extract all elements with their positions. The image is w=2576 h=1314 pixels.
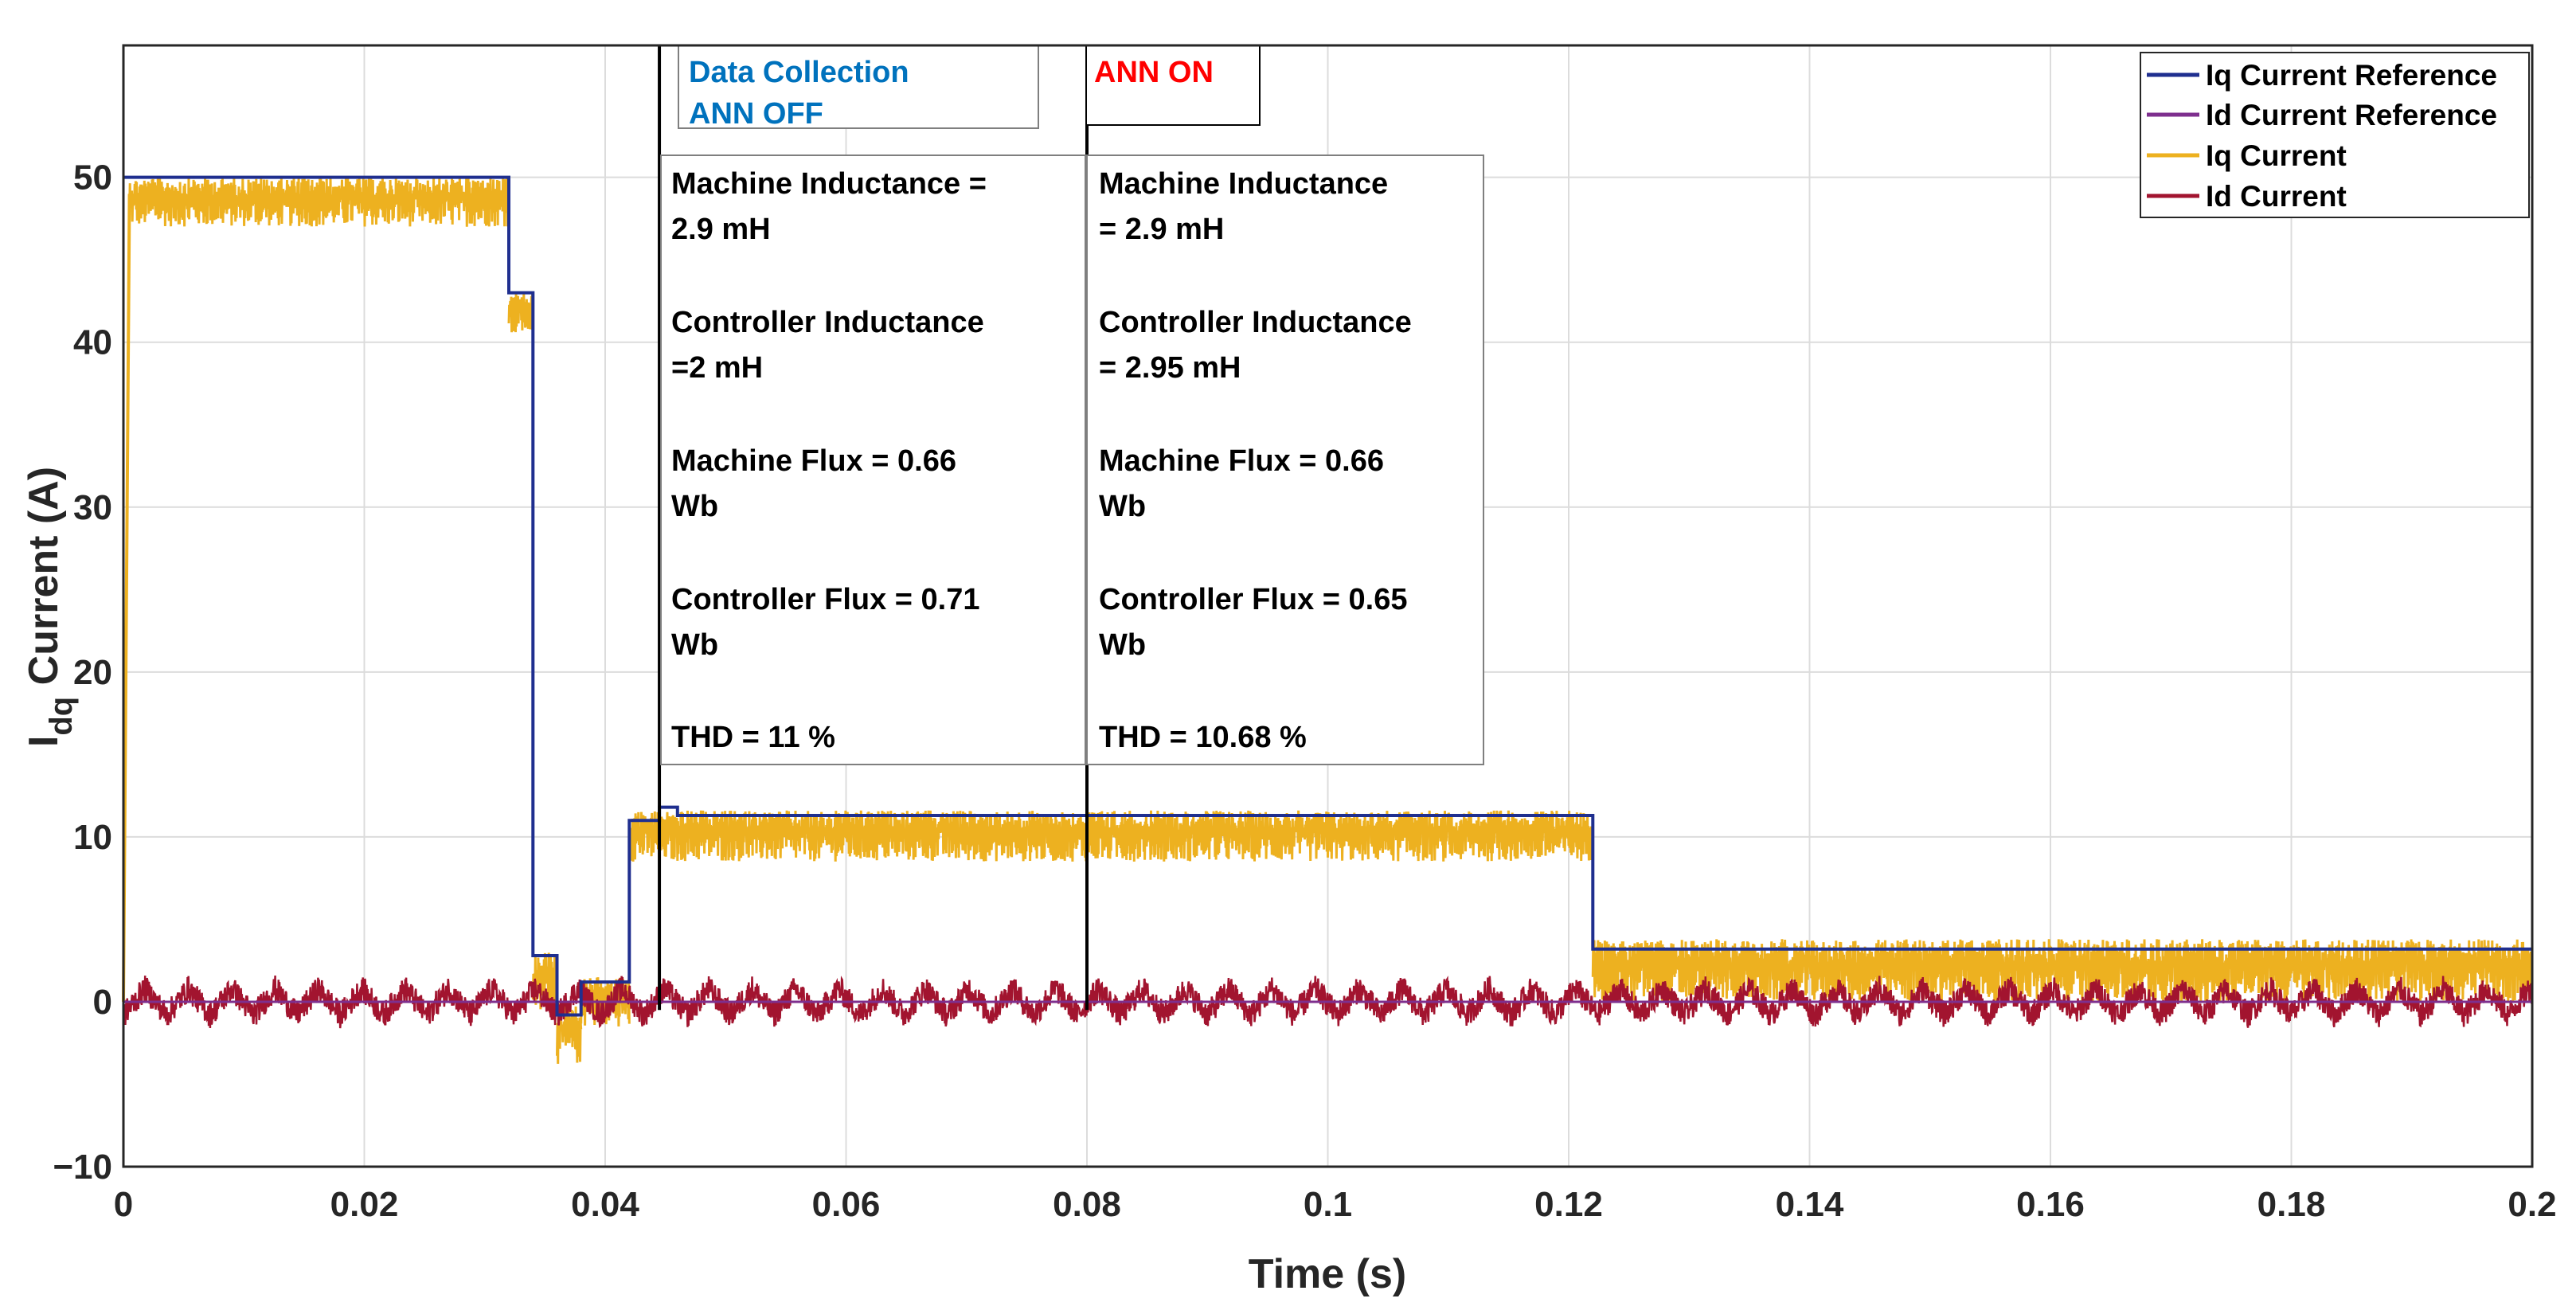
iq-current-segment (627, 810, 1594, 862)
plot-series (122, 175, 2534, 1064)
svg-text:Idq Current (A): Idq Current (A) (21, 467, 79, 747)
x-tick-label: 0.2 (2508, 1185, 2556, 1224)
y-tick-label: 20 (73, 653, 112, 692)
x-tick-label: 0.16 (2016, 1185, 2085, 1224)
left-param-line: Controller Inductance (671, 306, 984, 339)
left-param-line: Wb (671, 490, 718, 523)
left-param-line: Machine Inductance = (671, 167, 987, 201)
x-tick-label: 0.1 (1304, 1185, 1352, 1224)
right-param-line: Machine Inductance (1099, 167, 1388, 201)
annotation-box-left-params (660, 154, 1086, 765)
x-tick-label: 0.02 (330, 1185, 399, 1224)
x-tick-label: 0.08 (1053, 1185, 1121, 1224)
left-param-line: Wb (671, 628, 718, 662)
annotation-box-data-collection (678, 45, 1039, 129)
y-tick-label: 10 (73, 818, 112, 857)
right-param-line: Machine Flux = 0.66 (1099, 444, 1384, 478)
x-tick-label: 0.18 (2257, 1185, 2326, 1224)
right-param-line: = 2.95 mH (1099, 351, 1241, 385)
annotation-data-collection: Data Collection (689, 56, 909, 89)
left-param-line: 2.9 mH (671, 213, 771, 246)
annotation-box-right-params (1086, 154, 1484, 765)
left-params: Machine Inductance = 2.9 mH Controller I… (671, 167, 987, 754)
right-param-line: = 2.9 mH (1099, 213, 1224, 246)
legend-label: Id Current (2206, 180, 2347, 213)
y-tick-label: −10 (53, 1148, 112, 1187)
iq-current-segment (128, 177, 510, 227)
right-param-line: Wb (1099, 490, 1146, 523)
iq-current-segment (531, 952, 558, 1010)
legend-label: Id Current Reference (2206, 99, 2497, 131)
y-axis-title: Idq Current (A) (21, 467, 79, 747)
y-axis-title-main: I (21, 736, 67, 747)
series-id-current (122, 975, 2534, 1029)
y-tick-label: 40 (73, 323, 112, 362)
y-tick-label: 0 (93, 983, 112, 1022)
y-axis-title-rest: Current (A) (21, 467, 67, 697)
left-param-line: Machine Flux = 0.66 (671, 444, 956, 478)
x-tick-label: 0 (114, 1185, 133, 1224)
x-tick-label: 0.06 (812, 1185, 881, 1224)
right-param-line: Wb (1099, 628, 1146, 662)
legend-label: Iq Current (2206, 139, 2347, 172)
left-param-line: THD = 11 % (671, 721, 835, 754)
legend-box (2140, 52, 2530, 218)
axes-frame (122, 44, 2534, 1168)
iq-current-segment (507, 293, 534, 333)
x-axis-title: Time (s) (1249, 1251, 1406, 1297)
series-iq-reference (123, 175, 2532, 1017)
right-param-line: Controller Inductance (1099, 306, 1412, 339)
x-tick-labels: 0 0.02 0.04 0.06 0.08 0.1 0.12 0.14 0.16 0.18 0.2 (114, 1185, 2557, 1224)
y-tick-label: 50 (73, 158, 112, 197)
y-axis-title-sub: dq (44, 697, 79, 736)
legend: Iq Current Reference Id Current Referenc… (2140, 52, 2530, 218)
right-params: Machine Inductance = 2.9 mH Controller I… (1099, 167, 1412, 754)
x-tick-label: 0.12 (1534, 1185, 1603, 1224)
annotation-ann-on: ANN ON (1094, 56, 1214, 89)
right-param-line: THD = 10.68 % (1099, 721, 1307, 754)
y-tick-labels: −10 0 10 20 30 40 50 (53, 158, 112, 1187)
x-tick-label: 0.14 (1776, 1185, 1844, 1224)
x-tick-label: 0.04 (571, 1185, 639, 1224)
annotation-ann-off: ANN OFF (689, 97, 823, 131)
right-param-line: Controller Flux = 0.65 (1099, 583, 1408, 616)
left-param-line: =2 mH (671, 351, 763, 385)
annotation-box-ann-on (1085, 45, 1261, 126)
left-param-line: Controller Flux = 0.71 (671, 583, 980, 616)
y-tick-label: 30 (73, 488, 112, 527)
legend-label: Iq Current Reference (2206, 59, 2497, 92)
